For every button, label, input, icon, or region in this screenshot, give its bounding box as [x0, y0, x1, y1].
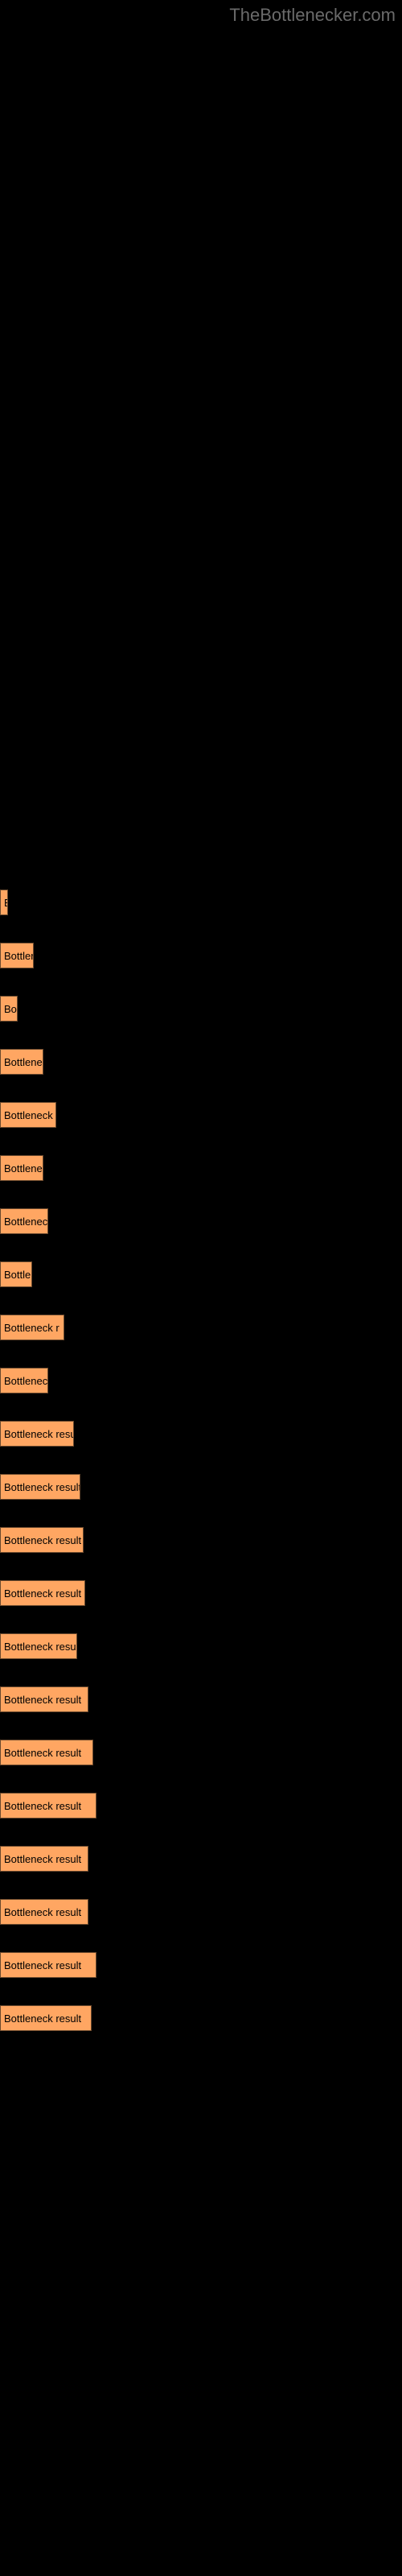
bar-row: Bottlenec	[0, 1355, 402, 1408]
bar-row: Bottleneck resu	[0, 1620, 402, 1674]
bar: Bottleneck result	[0, 1899, 88, 1925]
bar-row: Bottleneck result	[0, 1461, 402, 1514]
bar: Bo	[0, 996, 18, 1022]
bar-row: Bottleneck	[0, 1089, 402, 1142]
bar: Bottleneck result	[0, 1793, 96, 1818]
bar: Bottleneck result	[0, 1740, 93, 1765]
bar: Bottleneck result	[0, 1846, 88, 1872]
bar: Bottleneck result	[0, 1527, 84, 1553]
bar-row: Bottler	[0, 930, 402, 983]
bar-row: Bo	[0, 983, 402, 1036]
bar: Bottlenec	[0, 1368, 48, 1393]
bar: Bottleneck result	[0, 1686, 88, 1712]
bar: Bottleneck resu	[0, 1633, 77, 1659]
bar: Bottle	[0, 1261, 32, 1287]
bar-row: Bottleneck result	[0, 1727, 402, 1780]
bar-row: Bottleneck result	[0, 1780, 402, 1833]
bar-row: Bottlenec	[0, 1195, 402, 1249]
bar-row: Bottleneck result	[0, 1939, 402, 1992]
bar: Bottlene	[0, 1049, 43, 1075]
bar-row: Bottleneck result	[0, 1674, 402, 1727]
watermark-text: TheBottlenecker.com	[229, 5, 396, 26]
bar: Bottleneck result	[0, 1474, 80, 1500]
bar: Bottleneck result	[0, 2005, 92, 2031]
bar-row: Bottleneck resu	[0, 1408, 402, 1461]
bar-chart: B Bottler Bo Bottlene Bottleneck Bottlene Bott…	[0, 877, 402, 2046]
bar: Bottler	[0, 943, 34, 968]
bar-row: Bottleneck result	[0, 1567, 402, 1620]
bar-row: Bottlene	[0, 1036, 402, 1089]
bar: Bottleneck	[0, 1102, 56, 1128]
bar: Bottlene	[0, 1155, 43, 1181]
bar: Bottleneck r	[0, 1315, 64, 1340]
bar-row: Bottleneck r	[0, 1302, 402, 1355]
bar: Bottleneck result	[0, 1952, 96, 1978]
bar-row: B	[0, 877, 402, 930]
bar-row: Bottleneck result	[0, 1992, 402, 2046]
bar-row: Bottle	[0, 1249, 402, 1302]
bar-row: Bottleneck result	[0, 1886, 402, 1939]
bar: Bottlenec	[0, 1208, 48, 1234]
bar: Bottleneck resu	[0, 1421, 74, 1447]
bar-row: Bottlene	[0, 1142, 402, 1195]
bar: Bottleneck result	[0, 1580, 85, 1606]
bar-row: Bottleneck result	[0, 1514, 402, 1567]
bar-row: Bottleneck result	[0, 1833, 402, 1886]
bar: B	[0, 890, 8, 915]
